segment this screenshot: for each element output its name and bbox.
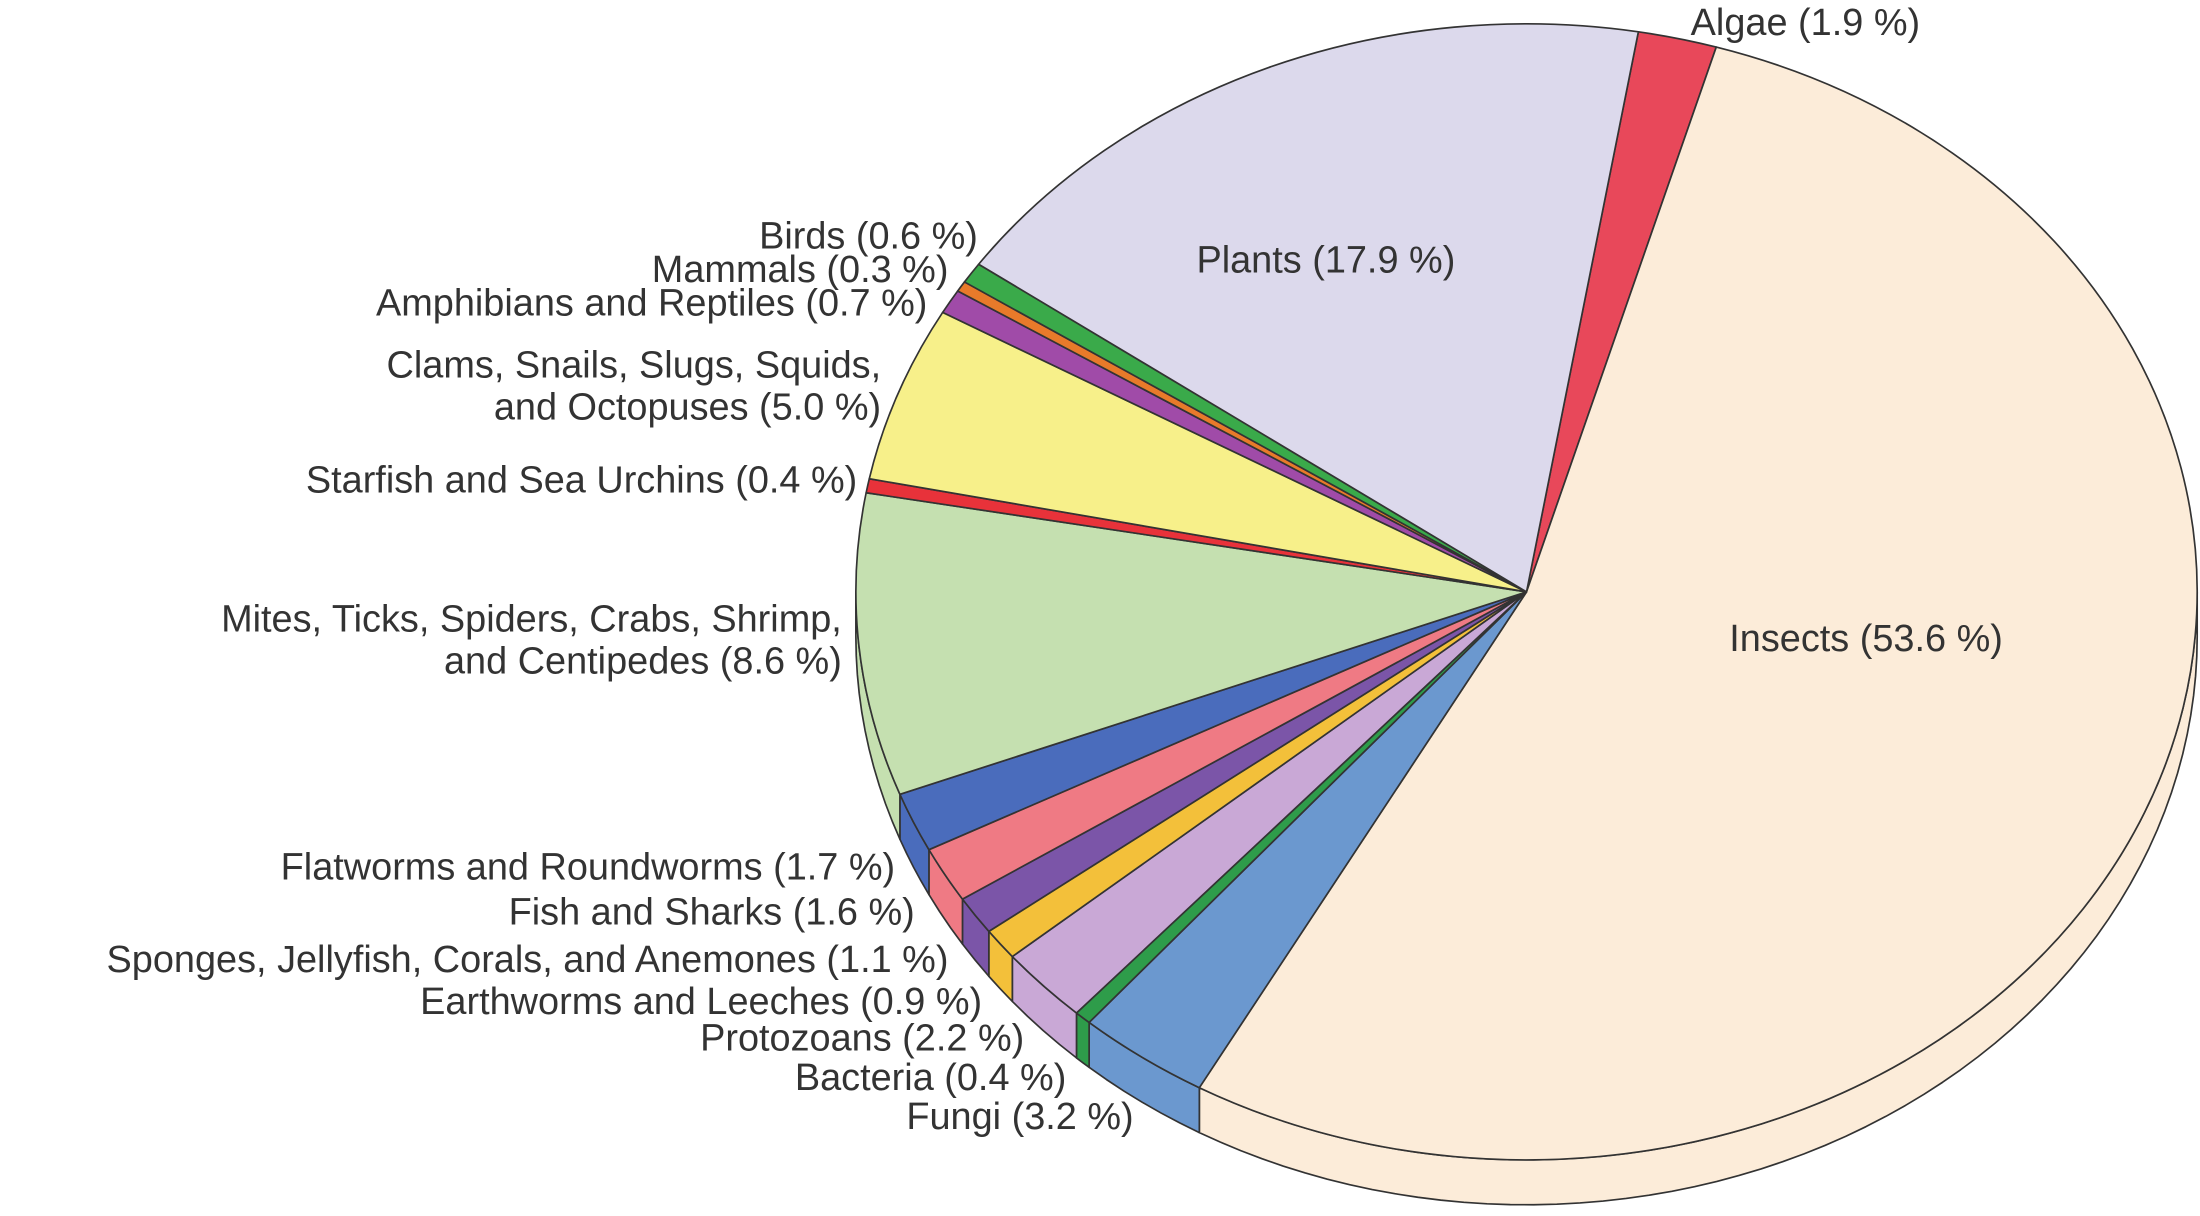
pie-slices (855, 23, 2199, 1161)
slice-label: Plants (17.9 %) (1196, 239, 1455, 281)
pie-slice (855, 491, 1528, 796)
slice-labels: Algae (1.9 %) Insects (53.6 %) Fungi (3.2 … (107, 2, 2003, 1138)
slice-label: Insects (53.6 %) (1729, 618, 2003, 660)
slice-label: Fish and Sharks (1.6 %) (509, 891, 915, 933)
slice-label: Fungi (3.2 %) (906, 1096, 1133, 1138)
slice-label: Mammals (0.3 %) (652, 249, 949, 291)
slice-label: Amphibians and Reptiles (0.7 %) (376, 283, 927, 325)
pie-slice (1198, 46, 2199, 1161)
slice-label: Earthworms and Leeches (0.9 %) (420, 981, 982, 1023)
pie-slice (868, 311, 1528, 593)
slice-label: Flatworms and Roundworms (1.7 %) (281, 847, 895, 889)
slice-label: Bacteria (0.4 %) (795, 1057, 1066, 1099)
slice-label: Algae (1.9 %) (1691, 2, 1920, 44)
slice-label: Sponges, Jellyfish, Corals, and Anemones… (107, 939, 949, 981)
slice-label: Birds (0.6 %) (759, 215, 978, 257)
slice-label: Mites, Ticks, Spiders, Crabs, Shrimp, and… (221, 598, 842, 682)
pie-slice (977, 23, 1640, 593)
slice-label: Protozoans (2.2 %) (700, 1018, 1024, 1060)
slice-label: Starfish and Sea Urchins (0.4 %) (306, 459, 857, 501)
slice-label: Clams, Snails, Slugs, Squids, and Octopus… (387, 344, 882, 428)
